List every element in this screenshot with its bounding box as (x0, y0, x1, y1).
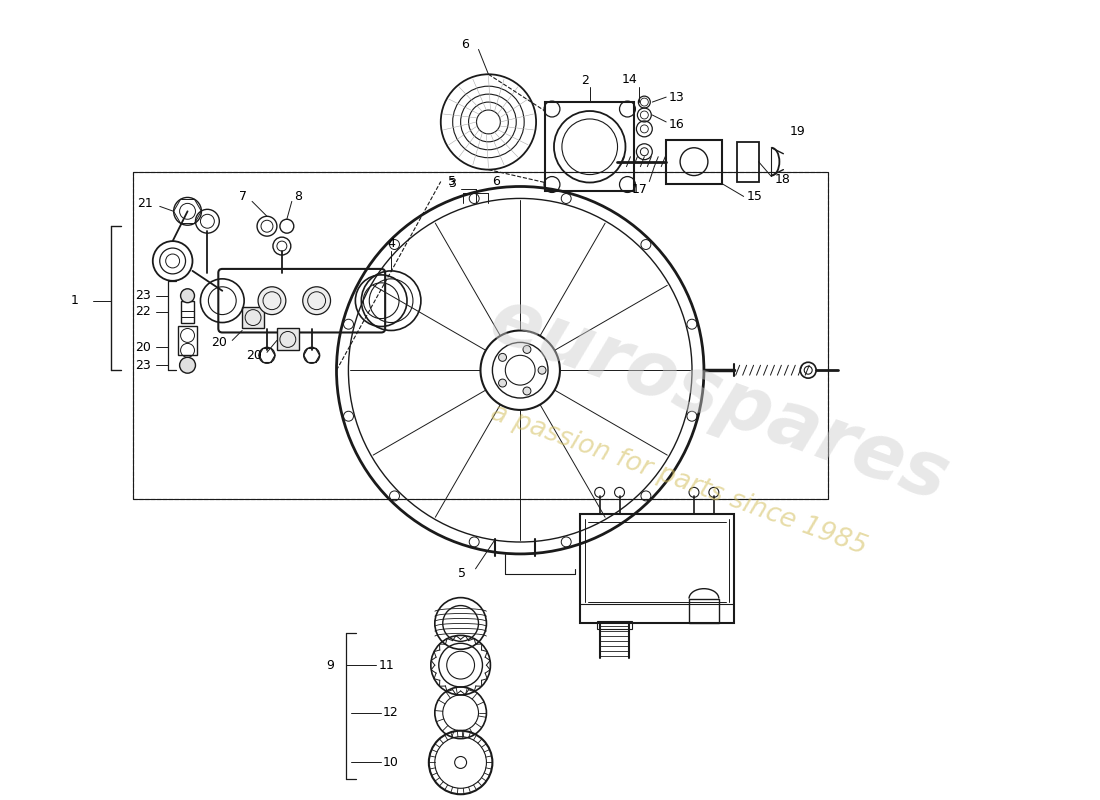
Bar (667, 140, 722, 183)
Text: 17: 17 (631, 183, 647, 196)
Text: 11: 11 (378, 658, 394, 672)
Text: 6: 6 (493, 175, 500, 188)
Text: 20: 20 (211, 336, 228, 349)
Circle shape (179, 358, 196, 373)
Circle shape (522, 387, 531, 395)
Bar (180, 301, 195, 322)
Bar (277, 329, 299, 350)
Text: a passion for parts since 1985: a passion for parts since 1985 (487, 399, 871, 560)
Text: 4: 4 (387, 237, 395, 250)
Bar (689, 598, 718, 623)
Text: 23: 23 (135, 290, 151, 302)
Text: 15: 15 (747, 190, 762, 203)
Text: 22: 22 (135, 305, 151, 318)
Bar (177, 326, 198, 355)
Text: 20: 20 (246, 349, 262, 362)
Text: 20: 20 (135, 341, 151, 354)
Text: 16: 16 (669, 118, 685, 131)
Text: 6: 6 (461, 38, 469, 51)
Bar (133, 171, 828, 499)
Circle shape (522, 346, 531, 354)
Bar (242, 306, 264, 329)
Text: 3: 3 (448, 177, 455, 190)
Text: 2: 2 (581, 74, 589, 86)
Bar (737, 142, 759, 182)
Text: 7: 7 (239, 190, 248, 203)
Text: 9: 9 (327, 658, 334, 672)
Circle shape (302, 286, 330, 314)
Text: 14: 14 (621, 73, 637, 86)
Circle shape (180, 289, 195, 302)
Text: 19: 19 (790, 126, 805, 138)
Text: 13: 13 (669, 90, 685, 104)
Text: 5: 5 (458, 567, 465, 580)
Text: 18: 18 (774, 173, 790, 186)
Text: 8: 8 (294, 190, 301, 203)
Circle shape (538, 366, 546, 374)
Bar (596, 622, 632, 630)
Text: 23: 23 (135, 358, 151, 372)
Text: 21: 21 (138, 197, 153, 210)
Bar (580, 514, 734, 623)
Text: 12: 12 (383, 706, 399, 719)
Text: 5: 5 (448, 175, 455, 188)
Circle shape (498, 354, 506, 362)
Text: eurospares: eurospares (480, 282, 958, 518)
Circle shape (258, 286, 286, 314)
Text: 1: 1 (70, 294, 78, 307)
Circle shape (498, 379, 506, 387)
Text: 10: 10 (383, 756, 399, 769)
Bar (544, 102, 635, 191)
